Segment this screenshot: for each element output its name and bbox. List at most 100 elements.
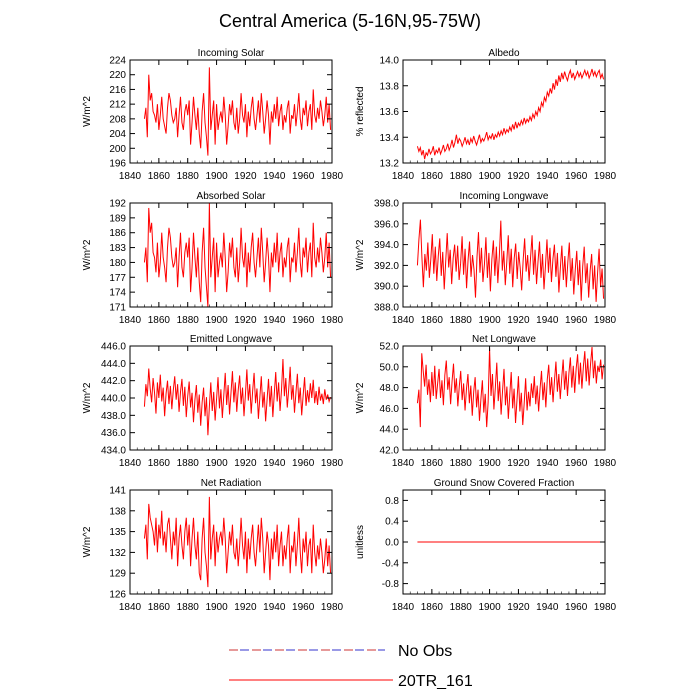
x-tick-label: 1860 [148,171,171,182]
y-tick-label: 396.0 [374,219,399,230]
x-tick-label: 1880 [177,602,200,613]
x-tick-label: 1940 [263,171,286,182]
x-tick-label: 1920 [234,171,257,182]
panel-incoming-solar: 1840 1860 1880 1900 1920 1940 1960 1980 196 200 20… [82,48,344,182]
x-tick-label: 1960 [292,602,315,613]
y-axis-label-incoming-longwave: W/m^2 [355,239,366,270]
x-tick-label: 1880 [450,458,473,469]
y-tick-label: 0.0 [385,538,399,549]
y-axis-label-net-longwave: W/m^2 [355,382,366,413]
y-axis-label-ground-snow-covered-fraction: unitless [355,525,366,559]
x-tick-label: 1980 [594,458,617,469]
x-tick-label: 1920 [234,458,257,469]
figure-title: Central America (5-16N,95-75W) [219,11,481,31]
x-tick-label: 1940 [263,602,286,613]
x-tick-label: 1860 [421,171,444,182]
y-tick-label: 438.0 [101,411,126,422]
x-tick-label: 1980 [321,602,344,613]
y-tick-label: 171 [109,303,126,314]
x-tick-label: 1980 [594,602,617,613]
y-tick-label: 141 [109,486,126,497]
x-tick-label: 1980 [321,458,344,469]
x-tick-label: 1900 [478,458,501,469]
y-tick-label: 436.0 [101,428,126,439]
panel-ground-snow-covered-fraction: 1840 1860 1880 1900 1920 1940 1960 1980 -0.8 -0.4… [355,478,617,613]
x-tick-label: 1840 [392,458,415,469]
y-tick-label: 204 [109,129,126,140]
panel-emitted-longwave: 1840 1860 1880 1900 1920 1940 1960 1980 434.0 436… [82,334,344,469]
y-tick-label: 192 [109,199,126,210]
panel-title-net-longwave: Net Longwave [472,334,536,345]
x-tick-label: 1880 [450,315,473,326]
x-tick-label: 1920 [234,602,257,613]
y-tick-label: 442.0 [101,376,126,387]
x-tick-label: 1980 [321,315,344,326]
legend: No Obs 20TR_161 [229,643,473,690]
y-tick-label: 208 [109,114,126,125]
panel-title-ground-snow-covered-fraction: Ground Snow Covered Fraction [434,478,575,489]
x-tick-label: 1860 [421,315,444,326]
x-tick-label: 1900 [478,602,501,613]
x-tick-label: 1940 [536,171,559,182]
y-tick-label: 216 [109,85,126,96]
panel-incoming-longwave: 1840 1860 1880 1900 1920 1940 1960 1980 388.0 390… [355,191,617,326]
x-tick-label: 1960 [565,315,588,326]
y-axis-label-albedo: % reflected [355,86,366,136]
y-tick-label: 390.0 [374,282,399,293]
y-tick-label: 14.0 [380,56,400,67]
y-tick-label: 224 [109,56,126,67]
panel-title-incoming-longwave: Incoming Longwave [460,191,549,202]
panel-title-emitted-longwave: Emitted Longwave [190,334,273,345]
y-tick-label: 0.8 [385,496,399,507]
y-tick-label: 180 [109,258,126,269]
y-tick-label: 388.0 [374,303,399,314]
x-tick-label: 1940 [536,458,559,469]
x-tick-label: 1960 [565,602,588,613]
x-tick-label: 1960 [565,458,588,469]
panel-title-net-radiation: Net Radiation [201,478,262,489]
y-tick-label: 44.0 [380,425,400,436]
x-tick-label: 1880 [177,458,200,469]
y-tick-label: 13.2 [380,159,400,170]
y-tick-label: 398.0 [374,199,399,210]
x-tick-label: 1860 [148,602,171,613]
x-tick-label: 1860 [148,315,171,326]
y-tick-label: 440.0 [101,394,126,405]
y-tick-label: 50.0 [380,362,400,373]
x-tick-label: 1960 [292,315,315,326]
x-tick-label: 1920 [507,315,530,326]
y-tick-label: 189 [109,213,126,224]
y-tick-label: 48.0 [380,383,400,394]
x-tick-label: 1880 [177,171,200,182]
legend-entry-20tr: 20TR_161 [229,673,473,690]
panel-net-longwave: 1840 1860 1880 1900 1920 1940 1960 1980 42.0 44.0… [355,334,617,469]
y-tick-label: 392.0 [374,261,399,272]
y-axis-label-net-radiation: W/m^2 [82,526,93,557]
y-tick-label: 177 [109,273,126,284]
y-tick-label: 138 [109,506,126,517]
x-tick-label: 1900 [478,171,501,182]
y-tick-label: 13.8 [380,81,400,92]
y-tick-label: 446.0 [101,342,126,353]
x-tick-label: 1940 [536,315,559,326]
x-tick-label: 1960 [292,171,315,182]
x-tick-label: 1900 [205,171,228,182]
legend-label-20tr: 20TR_161 [398,673,473,690]
panels: 1840 1860 1880 1900 1920 1940 1960 1980 196 200 20… [82,48,617,613]
legend-entry-no-obs: No Obs [229,643,452,660]
series-line-net-radiation [143,496,332,588]
y-axis-label-incoming-solar: W/m^2 [82,96,93,127]
x-tick-label: 1940 [536,602,559,613]
x-tick-label: 1880 [177,315,200,326]
series-line-absorbed-solar [143,202,332,308]
y-tick-label: 52.0 [380,342,400,353]
y-tick-label: 135 [109,527,126,538]
panel-albedo: 1840 1860 1880 1900 1920 1940 1960 1980 13.2 13.4… [355,48,617,182]
y-axis-label-emitted-longwave: W/m^2 [82,382,93,413]
x-tick-label: 1980 [594,171,617,182]
panel-net-radiation: 1840 1860 1880 1900 1920 1940 1960 1980 126 129 13… [82,478,344,613]
x-tick-label: 1840 [392,315,415,326]
series-line-net-longwave [416,346,605,428]
y-tick-label: 132 [109,548,126,559]
